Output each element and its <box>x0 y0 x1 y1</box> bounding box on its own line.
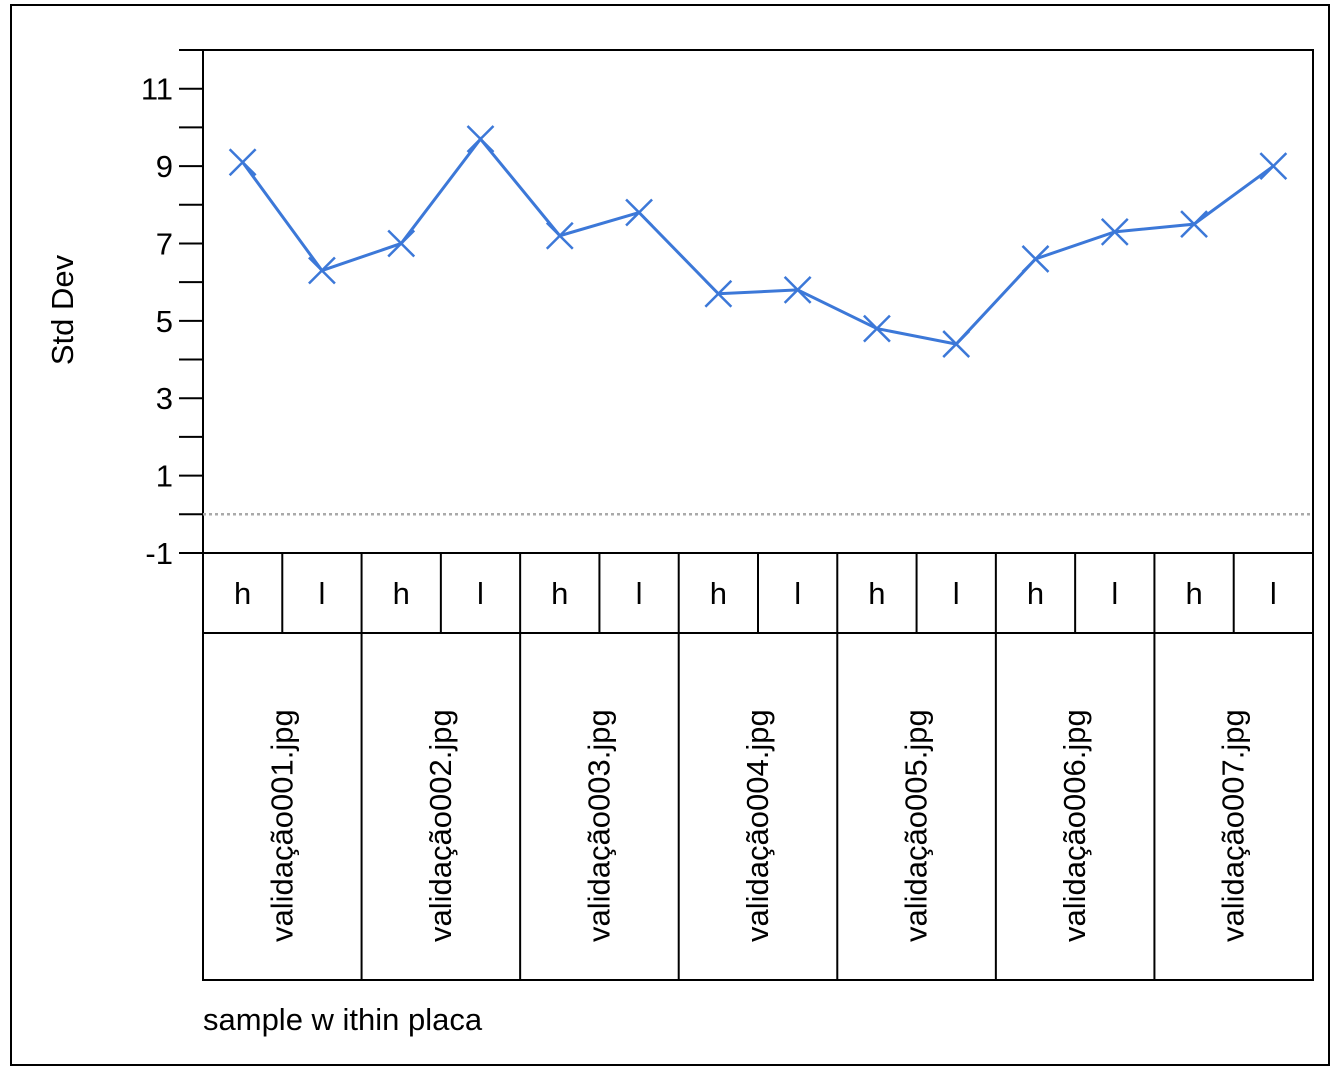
series-line <box>241 136 1275 346</box>
y-tick-label: 11 <box>141 72 173 107</box>
y-tick-label: 1 <box>156 459 173 494</box>
subgroup-label: h <box>710 576 727 611</box>
subgroup-label: h <box>551 576 568 611</box>
y-tick-label: 9 <box>156 149 173 184</box>
x-axis-label: sample w ithin placa <box>203 1002 483 1037</box>
group-label: validação007.jpg <box>1216 709 1251 942</box>
subgroup-label: l <box>953 576 960 611</box>
subgroup-label: l <box>636 576 643 611</box>
data-point <box>783 276 812 304</box>
subgroup-label: h <box>234 576 251 611</box>
y-axis-label: Std Dev <box>45 254 80 365</box>
data-point <box>1100 217 1129 246</box>
data-point <box>466 125 495 153</box>
subgroup-label: l <box>1270 576 1277 611</box>
subgroup-label: l <box>318 576 325 611</box>
data-point <box>387 229 416 258</box>
group-label: validação001.jpg <box>264 709 299 942</box>
plot-area <box>202 49 1314 554</box>
y-tick-label: -1 <box>145 536 173 571</box>
group-label: validação002.jpg <box>423 709 458 942</box>
group-label: validação005.jpg <box>899 709 934 942</box>
data-point <box>942 330 971 358</box>
data-point <box>308 256 336 285</box>
y-tick-label: 5 <box>156 304 173 339</box>
data-point <box>228 148 257 177</box>
group-label: validação006.jpg <box>1057 709 1092 942</box>
data-point <box>1180 210 1208 238</box>
subgroup-label: h <box>393 576 410 611</box>
group-label: validação003.jpg <box>581 709 616 942</box>
group-label: validação004.jpg <box>740 709 775 942</box>
subgroup-label: h <box>868 576 885 611</box>
data-point <box>704 279 733 308</box>
data-point <box>625 198 653 227</box>
x-axis-table: h l validação001.jpg h l validação002.jpg h l va… <box>202 552 1314 981</box>
subgroup-label: l <box>794 576 801 611</box>
subgroup-label: h <box>1185 576 1202 611</box>
subgroup-label: l <box>477 576 484 611</box>
subgroup-label: h <box>1027 576 1044 611</box>
plot-border <box>202 49 1314 554</box>
data-point <box>1021 245 1050 273</box>
y-tick-label: 3 <box>156 381 173 416</box>
subgroup-label: l <box>1111 576 1118 611</box>
chart-frame <box>10 4 1330 1066</box>
y-axis: -1 1 3 5 7 9 11 <box>141 49 203 571</box>
data-point <box>1259 152 1288 180</box>
data-point <box>545 221 574 250</box>
data-point <box>863 314 891 343</box>
y-tick-label: 7 <box>156 226 173 261</box>
